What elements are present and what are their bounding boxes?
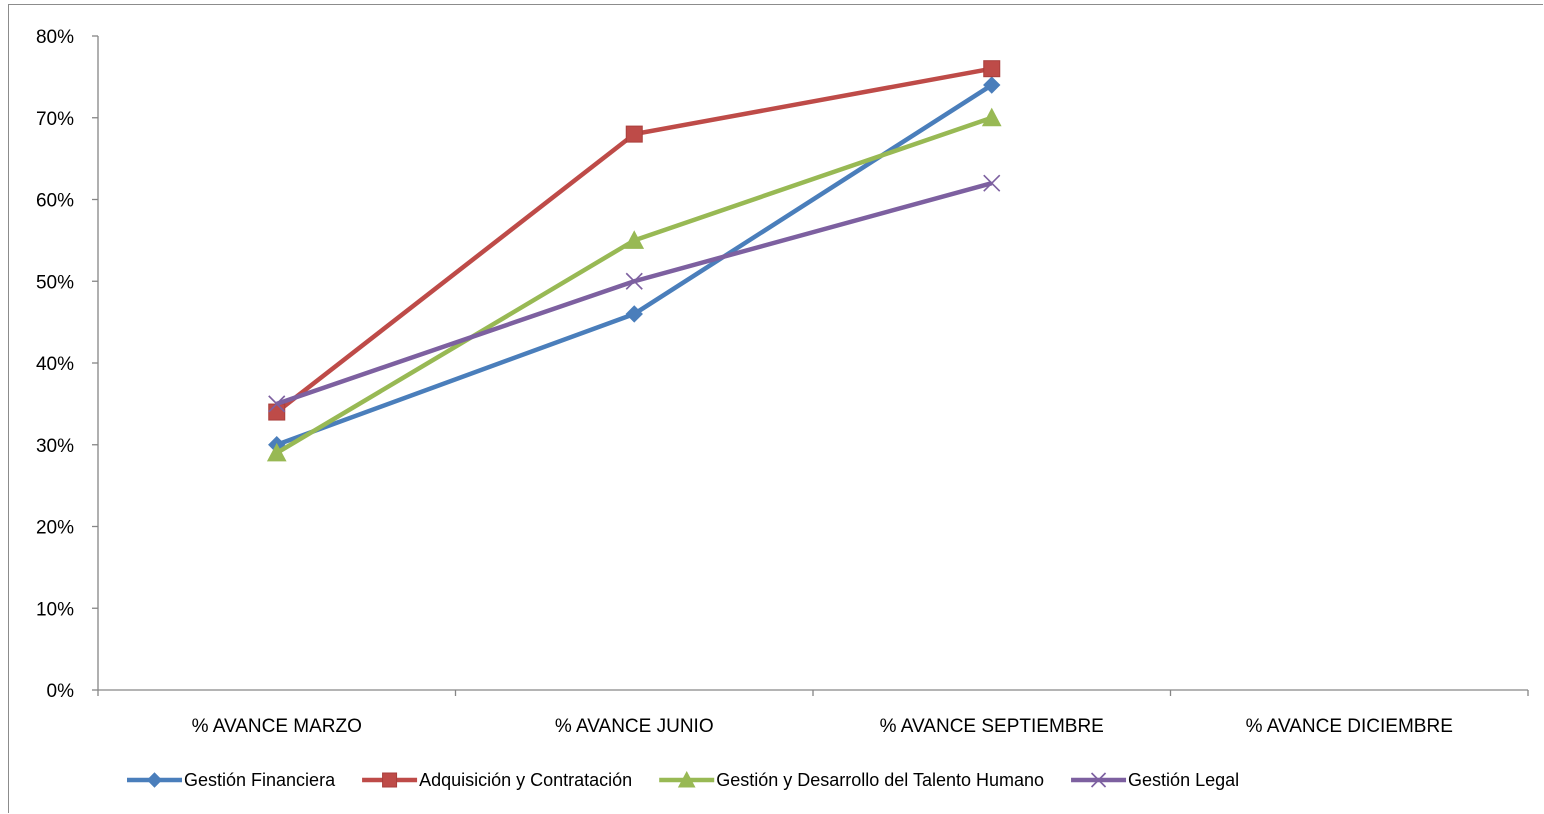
chart-frame — [8, 4, 1543, 813]
legend-entry: Gestión Legal — [1071, 770, 1239, 790]
diamond-marker — [625, 305, 643, 323]
series-gestión-financiera — [268, 76, 1001, 454]
y-tick-label: 30% — [36, 436, 74, 457]
x-category-label: % AVANCE MARZO — [192, 716, 362, 737]
series-line — [275, 115, 993, 455]
x-category-label: % AVANCE DICIEMBRE — [1246, 716, 1453, 737]
x-marker — [625, 272, 643, 290]
y-tick-label: 40% — [36, 354, 74, 375]
legend-entry: Adquisición y Contratación — [362, 770, 632, 790]
square-marker — [268, 403, 286, 421]
square-marker — [382, 772, 398, 788]
y-tick-label: 20% — [36, 518, 74, 539]
series-gestión-y-desarrollo-del-talento-humano — [266, 107, 1002, 462]
square-marker — [625, 125, 643, 143]
y-tick-label: 70% — [36, 109, 74, 130]
series-line — [276, 180, 993, 407]
y-tick-label: 60% — [36, 191, 74, 212]
legend-entry: Gestión y Desarrollo del Talento Humano — [659, 770, 1044, 790]
triangle-marker — [624, 230, 645, 249]
x-category-label: % AVANCE JUNIO — [555, 716, 714, 737]
diamond-marker — [146, 772, 163, 788]
triangle-marker — [981, 107, 1002, 127]
y-tick-label: 10% — [36, 599, 74, 620]
legend: Gestión Financiera Adquisición y Contrata… — [127, 770, 1239, 790]
y-tick-label: 80% — [36, 27, 74, 48]
axes: 0% 10% 20% 30% 40% 50% 60% 70% 80% % AVANCE MARZO… — [36, 27, 1529, 737]
x-marker — [268, 395, 286, 413]
y-tick-label: 0% — [47, 681, 75, 702]
x-marker — [983, 174, 1001, 192]
legend-label: Adquisición y Contratación — [419, 770, 632, 790]
legend-label: Gestión y Desarrollo del Talento Humano — [716, 770, 1044, 790]
square-marker — [983, 60, 1001, 78]
legend-label: Gestión Legal — [1128, 770, 1239, 790]
legend-label: Gestión Financiera — [184, 770, 336, 790]
series-layer — [266, 60, 1002, 462]
x-category-label: % AVANCE SEPTIEMBRE — [880, 716, 1104, 737]
triangle-marker — [266, 442, 287, 462]
triangle-marker — [677, 770, 696, 788]
y-tick-label: 50% — [36, 272, 74, 293]
x-marker — [1090, 772, 1107, 788]
diamond-marker — [983, 76, 1001, 94]
series-gestión-legal — [268, 174, 1001, 413]
legend-entry: Gestión Financiera — [127, 770, 336, 790]
